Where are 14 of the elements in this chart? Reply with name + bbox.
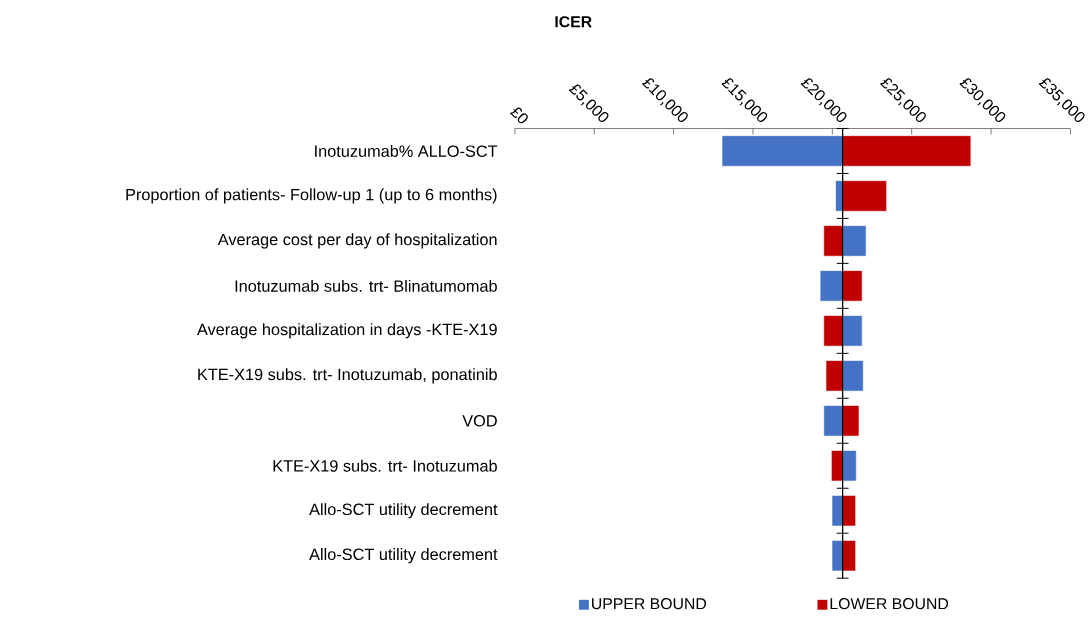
y-tick-label: Average hospitalization in days -KTE-X19 <box>196 323 497 339</box>
y-tick-label: KTE-X19 subs. trt- Inotuzumab <box>273 459 497 472</box>
y-tick-label: Average cost per day of hospitalization <box>217 233 497 249</box>
y-tick-label: VOD <box>462 415 497 427</box>
y-tick-label: Proportion of patients- Follow-up 1 (up to 6 months) <box>126 188 497 204</box>
y-tick-label: Allo-SCT utility decrement <box>309 548 498 564</box>
x-tick-label: £0 <box>509 107 528 124</box>
y-tick-label: Allo-SCT utility decrement <box>309 503 498 519</box>
legend-label: LOWER BOUND <box>830 598 949 610</box>
y-tick-label: KTE-X19 subs. trt- Inotuzumab, ponatinib <box>198 368 497 384</box>
legend-label: UPPER BOUND <box>592 598 707 610</box>
y-tick-label: Inotuzumab% ALLO-SCT <box>315 145 498 158</box>
chart-title: ICER <box>555 16 592 28</box>
y-tick-label: Inotuzumab subs. trt- Blinatumomab <box>235 280 497 292</box>
